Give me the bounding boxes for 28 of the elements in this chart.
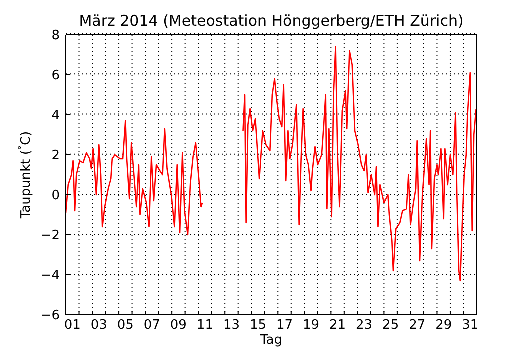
x-tick-label: 09 — [170, 318, 187, 333]
line-series — [66, 120, 204, 236]
x-tick-label: 07 — [144, 318, 160, 333]
x-tick-label: 31 — [462, 318, 479, 333]
x-tick-label: 23 — [356, 318, 373, 333]
y-tick-label: −6 — [40, 308, 60, 324]
y-tick-label: 2 — [52, 148, 60, 164]
x-tick-label: 17 — [276, 318, 294, 333]
y-tick-label: −4 — [40, 268, 60, 284]
y-tick-label: 8 — [52, 28, 60, 44]
x-tick-label: 03 — [90, 318, 108, 333]
y-tick-label: −2 — [40, 228, 60, 244]
x-tick-label: 15 — [250, 318, 267, 333]
x-tick-label: 21 — [330, 318, 346, 333]
x-axis-title: Tag — [259, 333, 283, 348]
y-tick-label: 6 — [52, 68, 60, 84]
x-tick-label: 25 — [382, 318, 400, 333]
x-tick-label: 01 — [64, 318, 81, 333]
chart-title: März 2014 (Meteostation Hönggerberg/ETH Zürich) — [79, 12, 464, 30]
x-tick-label: 19 — [303, 318, 320, 333]
y-tick-label: 0 — [52, 188, 60, 204]
y-tick-label: 4 — [52, 108, 60, 124]
x-tick-label: 11 — [196, 318, 214, 333]
x-tick-label: 29 — [436, 318, 452, 333]
x-tick-label: 05 — [117, 318, 134, 333]
line-series — [242, 46, 477, 282]
x-tick-label: 13 — [223, 318, 240, 333]
x-tick-label: 27 — [409, 318, 426, 333]
